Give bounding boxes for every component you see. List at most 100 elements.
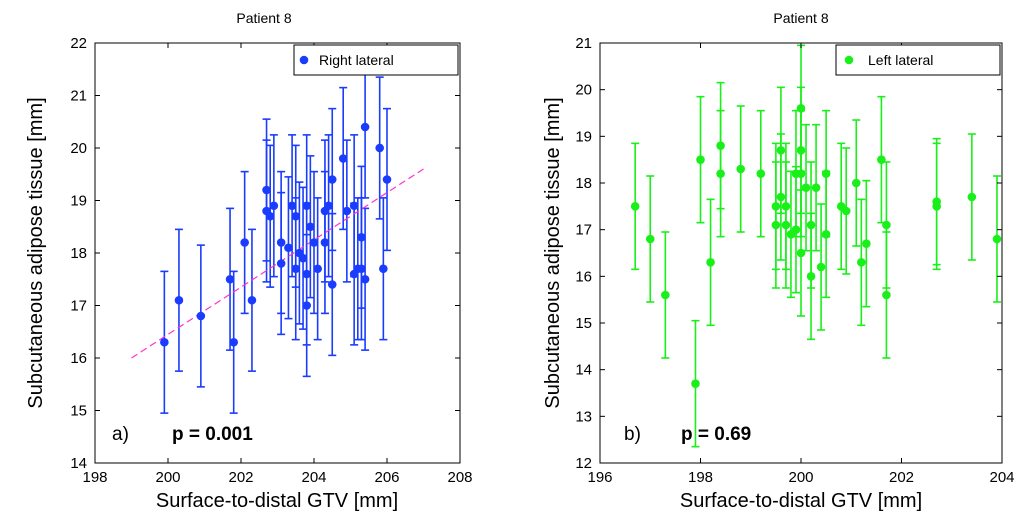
panel-a-y-ticks: 14 15 16 17 18 19 20 21 22: [70, 35, 460, 472]
data-point: [320, 238, 330, 247]
data-point: [716, 141, 725, 150]
data-point: [357, 232, 366, 242]
y-tick-label: 20: [575, 82, 592, 99]
panel-b-legend: Left lateral: [835, 44, 1001, 76]
data-point: [196, 311, 206, 321]
y-tick-label: 16: [70, 350, 87, 367]
data-point: [857, 258, 866, 267]
data-point: [661, 290, 670, 300]
data-point: [932, 197, 941, 206]
data-point: [877, 155, 886, 164]
y-tick-label: 21: [575, 35, 592, 52]
panel-a-plot-area: [131, 55, 424, 414]
y-tick-label: 17: [70, 298, 87, 315]
data-point: [696, 155, 705, 164]
panel-b-legend-marker: [844, 55, 854, 65]
data-point: [716, 169, 725, 178]
data-point: [269, 201, 279, 211]
data-point: [338, 154, 348, 163]
x-tick-label: 206: [374, 469, 399, 486]
data-point: [645, 234, 655, 244]
data-point: [882, 220, 891, 230]
data-point: [324, 201, 333, 211]
panel-a-title: Patient 8: [236, 10, 291, 26]
data-point: [349, 201, 359, 211]
data-point: [816, 262, 826, 272]
y-tick-label: 19: [575, 128, 592, 145]
y-tick-label: 18: [70, 245, 87, 262]
y-tick-label: 14: [70, 455, 87, 472]
panel-b-y-ticks: 12 13 14 15 16 17 18 19 20 21: [575, 35, 1002, 472]
x-tick-label: 208: [447, 469, 472, 486]
panel-a-y-axis-label: Subcutaneous adipose tissue [mm]: [25, 97, 47, 408]
x-tick-label: 200: [788, 469, 813, 486]
panel-a-legend-label: Right lateral: [319, 52, 394, 68]
y-tick-label: 22: [70, 35, 87, 52]
data-point: [781, 202, 791, 211]
panel-a-x-ticks: 198 200 202 204 206 208: [82, 43, 473, 486]
x-tick-label: 204: [989, 469, 1014, 486]
x-tick-label: 198: [82, 469, 107, 486]
data-point: [791, 225, 801, 234]
data-point: [992, 234, 1002, 244]
panel-a-annotation-label: a): [112, 424, 129, 445]
x-tick-label: 202: [889, 469, 914, 486]
data-point: [306, 222, 315, 232]
data-point: [382, 175, 392, 184]
data-point: [841, 206, 851, 216]
panel-b-title: Patient 8: [773, 10, 828, 26]
data-point: [796, 104, 806, 113]
data-point: [302, 269, 312, 279]
panel-b-points: [630, 104, 1002, 388]
panel-a-legend-marker: [299, 55, 309, 65]
data-point: [291, 211, 301, 221]
panel-b-legend-label: Left lateral: [868, 52, 933, 68]
data-point: [375, 143, 385, 153]
data-point: [342, 206, 352, 216]
data-point: [796, 248, 806, 258]
data-point: [379, 264, 388, 274]
data-point: [291, 264, 301, 274]
data-point: [806, 272, 816, 281]
data-point: [806, 220, 816, 230]
panel-a-fit-line: [131, 168, 424, 359]
data-point: [360, 122, 370, 132]
data-point: [851, 178, 861, 188]
data-point: [796, 146, 806, 155]
data-point: [630, 202, 640, 211]
panel-a: Patient 8 198 200 202 204 206 208 14 15 16 17 181…: [25, 10, 473, 512]
data-point: [706, 258, 715, 267]
y-tick-label: 15: [70, 403, 87, 420]
data-point: [771, 202, 781, 211]
data-point: [801, 183, 811, 192]
data-point: [691, 379, 700, 388]
data-point: [276, 259, 286, 268]
data-point: [796, 169, 806, 178]
x-tick-label: 202: [228, 469, 253, 486]
panel-a-legend-box: [293, 44, 459, 76]
y-tick-label: 16: [575, 268, 592, 285]
data-point: [360, 274, 370, 284]
data-point: [811, 183, 821, 192]
data-point: [174, 295, 184, 305]
data-point: [313, 264, 322, 274]
y-tick-label: 18: [575, 175, 592, 192]
data-point: [821, 230, 831, 239]
y-tick-label: 13: [575, 408, 592, 425]
panel-b-plot-area: [630, 44, 1002, 448]
panel-b: Patient 8 196 198 200 202 204 12 13 14 15 16 17 18…: [542, 10, 1015, 512]
data-point: [160, 337, 169, 347]
data-point: [327, 280, 337, 289]
data-point: [247, 295, 257, 305]
data-point: [284, 243, 293, 253]
panel-b-error-bars: [631, 44, 1001, 448]
panel-a-error-bars: [160, 55, 391, 414]
data-point: [287, 201, 297, 211]
data-point: [276, 238, 286, 247]
x-tick-label: 204: [301, 469, 326, 486]
panel-a-p-value: p = 0.001: [172, 424, 253, 445]
data-point: [240, 238, 249, 247]
x-tick-label: 200: [155, 469, 180, 486]
data-point: [327, 175, 337, 184]
